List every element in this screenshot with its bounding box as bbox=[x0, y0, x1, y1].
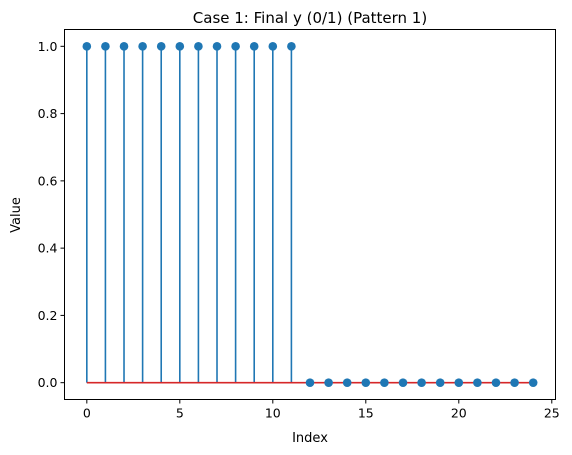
x-tick-label: 20 bbox=[451, 406, 467, 421]
y-tick-label: 0.2 bbox=[38, 308, 58, 323]
chart-title: Case 1: Final y (0/1) (Pattern 1) bbox=[193, 9, 427, 27]
stem-marker bbox=[398, 378, 408, 387]
x-tick-label: 25 bbox=[544, 406, 560, 421]
y-tick-label: 0.4 bbox=[38, 241, 58, 256]
stem-marker bbox=[417, 378, 426, 387]
x-tick-label: 5 bbox=[176, 406, 184, 421]
stem-markers bbox=[82, 42, 538, 387]
stem-marker bbox=[287, 42, 296, 51]
stem-marker bbox=[194, 42, 203, 51]
plot-frame bbox=[64, 29, 556, 400]
stem-marker bbox=[249, 42, 259, 51]
stem-marker bbox=[510, 378, 519, 387]
x-tick-label: 10 bbox=[265, 406, 281, 421]
stem-marker bbox=[473, 378, 482, 387]
y-tick-label: 0.0 bbox=[38, 375, 58, 390]
stem-marker bbox=[305, 378, 315, 387]
stem-marker bbox=[101, 42, 110, 51]
stem-lines bbox=[86, 46, 293, 383]
y-axis-ticks: 0.0 0.2 0.4 0.6 0.8 1.0 bbox=[38, 39, 65, 390]
x-tick-label: 0 bbox=[83, 406, 91, 421]
stem-marker bbox=[175, 42, 185, 51]
y-tick-label: 1.0 bbox=[38, 39, 58, 54]
stem-marker bbox=[528, 378, 538, 387]
x-axis-ticks: 0 5 10 15 20 25 bbox=[83, 399, 560, 421]
stem-marker bbox=[231, 42, 240, 51]
x-axis-label: Index bbox=[292, 431, 328, 446]
y-axis-label: Value bbox=[9, 197, 24, 233]
stem-marker bbox=[82, 42, 92, 51]
stem-marker bbox=[212, 42, 222, 51]
stem-marker bbox=[380, 378, 389, 387]
stem-marker bbox=[435, 378, 445, 387]
stem-marker bbox=[342, 378, 352, 387]
stem-marker bbox=[324, 378, 333, 387]
stem-marker bbox=[156, 42, 166, 51]
stem-marker bbox=[268, 42, 278, 51]
y-tick-label: 0.6 bbox=[38, 173, 58, 188]
stem-marker bbox=[119, 42, 129, 51]
stem-marker bbox=[361, 378, 371, 387]
stem-marker bbox=[491, 378, 501, 387]
stem-marker bbox=[454, 378, 464, 387]
y-tick-label: 0.8 bbox=[38, 106, 58, 121]
stem-marker bbox=[138, 42, 147, 51]
x-tick-label: 15 bbox=[358, 406, 374, 421]
